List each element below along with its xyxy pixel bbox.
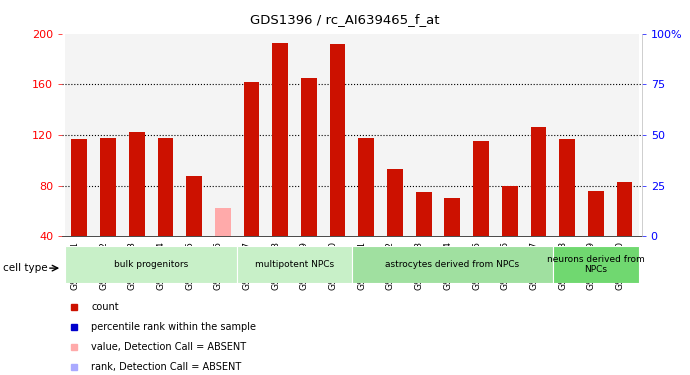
Bar <box>208 34 237 236</box>
Text: GDS1396 / rc_AI639465_f_at: GDS1396 / rc_AI639465_f_at <box>250 13 440 26</box>
Bar <box>266 34 295 236</box>
Bar <box>553 34 582 236</box>
Text: bulk progenitors: bulk progenitors <box>114 260 188 269</box>
Bar <box>186 176 202 236</box>
Bar <box>295 34 323 236</box>
Bar <box>582 34 610 236</box>
Bar <box>179 34 208 236</box>
Bar <box>215 209 230 236</box>
Bar <box>151 34 179 236</box>
Bar <box>502 186 518 236</box>
Text: neurons derived from
NPCs: neurons derived from NPCs <box>547 255 644 274</box>
Bar <box>473 141 489 236</box>
Bar <box>352 34 381 236</box>
Bar <box>466 34 495 236</box>
Bar <box>129 132 145 236</box>
Text: value, Detection Call = ABSENT: value, Detection Call = ABSENT <box>91 342 246 352</box>
Bar <box>588 190 604 236</box>
Bar <box>330 44 346 236</box>
Bar <box>244 82 259 236</box>
Bar <box>387 169 403 236</box>
Bar <box>358 138 374 236</box>
Text: multipotent NPCs: multipotent NPCs <box>255 260 334 269</box>
Text: astrocytes derived from NPCs: astrocytes derived from NPCs <box>385 260 520 269</box>
Text: rank, Detection Call = ABSENT: rank, Detection Call = ABSENT <box>91 362 242 372</box>
Bar <box>444 198 460 236</box>
Text: percentile rank within the sample: percentile rank within the sample <box>91 322 256 332</box>
Bar <box>553 246 639 283</box>
Bar <box>617 182 632 236</box>
Bar <box>409 34 438 236</box>
Bar <box>323 34 352 236</box>
Bar <box>524 34 553 236</box>
Bar <box>65 34 94 236</box>
Bar <box>495 34 524 236</box>
Bar <box>237 246 352 283</box>
Bar <box>100 138 116 236</box>
Bar <box>94 34 122 236</box>
Text: cell type: cell type <box>3 263 48 273</box>
Bar <box>65 246 237 283</box>
Bar <box>531 128 546 236</box>
Bar <box>72 139 87 236</box>
Bar <box>273 43 288 236</box>
Text: count: count <box>91 302 119 312</box>
Bar <box>559 139 575 236</box>
Bar <box>381 34 409 236</box>
Bar <box>416 192 431 236</box>
Bar <box>157 138 173 236</box>
Bar <box>122 34 151 236</box>
Bar <box>610 34 639 236</box>
Bar <box>237 34 266 236</box>
Bar <box>352 246 553 283</box>
Bar <box>301 78 317 236</box>
Bar <box>438 34 466 236</box>
